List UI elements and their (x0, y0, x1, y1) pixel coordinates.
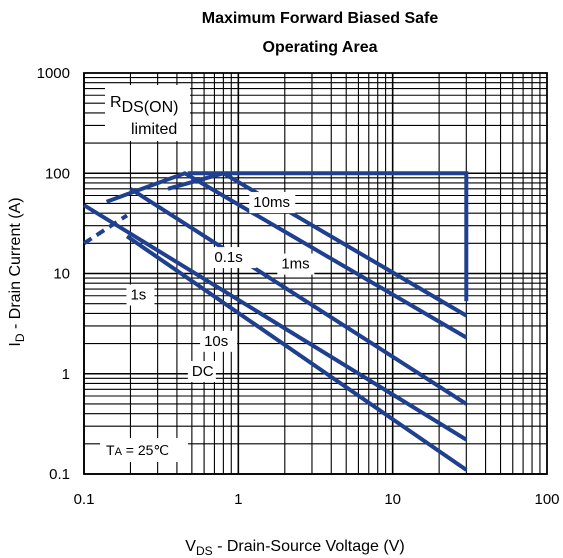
curve-label-1ms: 1ms (281, 256, 309, 273)
rds-sub: DS(ON) (122, 99, 179, 116)
y-tick-label: 0.1 (49, 466, 70, 483)
curve-label-bg (187, 360, 216, 382)
rds-line2: limited (131, 121, 177, 138)
y-axis-label: ID - Drain Current (A) (7, 197, 27, 346)
y-tick-label: 100 (45, 165, 70, 182)
x-tick-label: 1 (234, 491, 242, 508)
rds-main: R (110, 94, 122, 111)
soa-curve-10ms (167, 171, 468, 318)
y-axis-label-rest: - Drain Current (A) (7, 197, 24, 333)
curve-label-01s: 0.1s (214, 249, 242, 266)
curve-labels: 1ms 10ms 0.1s 1s 10s DC (126, 192, 315, 382)
soa-curve-DC (125, 234, 468, 472)
x-axis-label-main: V (185, 538, 196, 555)
y-axis-label-sub: D (13, 333, 27, 342)
curve-label-DC: DC (192, 363, 214, 380)
soa-curve-10ms (82, 213, 129, 245)
y-tick-label: 1 (62, 366, 70, 383)
curve-label-1s: 1s (130, 287, 146, 304)
ta-main: T (106, 442, 115, 458)
x-axis-label-sub: DS (196, 544, 213, 558)
x-axis-label-rest: - Drain-Source Voltage (V) (213, 538, 405, 555)
y-tick-label: 1000 (37, 65, 70, 82)
curve-label-bg (277, 253, 315, 275)
ta-rest: = 25℃ (122, 442, 169, 458)
x-axis-label: VDS - Drain-Source Voltage (V) (185, 538, 404, 558)
curve-label-10s: 10s (204, 333, 228, 350)
x-tick-labels: 0.1 1 10 100 (74, 491, 560, 508)
ta-annotation: TA = 25℃ (106, 442, 169, 458)
y-axis-label-main: I (7, 342, 24, 346)
curve-label-bg (210, 247, 257, 269)
ta-annotation-box (100, 438, 188, 462)
curve-label-bg (200, 330, 238, 352)
chart-title-line1: Maximum Forward Biased Safe (202, 10, 439, 27)
x-tick-label: 100 (534, 491, 559, 508)
y-tick-label: 10 (53, 266, 70, 283)
rds-annotation: RDS(ON) (110, 94, 178, 116)
soa-curve-1ms (187, 171, 469, 302)
curve-label-bg (126, 284, 155, 306)
soa-curve-1s (129, 187, 468, 406)
x-tick-label: 0.1 (74, 491, 95, 508)
curve-label-10ms: 10ms (253, 194, 290, 211)
chart-title-line2: Operating Area (263, 39, 378, 56)
rds-annotation-box (105, 85, 190, 141)
plot-frame (83, 72, 548, 475)
y-tick-labels: 0.1 1 10 100 1000 (37, 65, 70, 483)
soa-curves (82, 171, 469, 472)
soa-curve-10s (82, 203, 468, 442)
ta-sub: A (115, 446, 123, 458)
curve-label-bg (249, 192, 296, 214)
x-tick-label: 10 (384, 491, 401, 508)
